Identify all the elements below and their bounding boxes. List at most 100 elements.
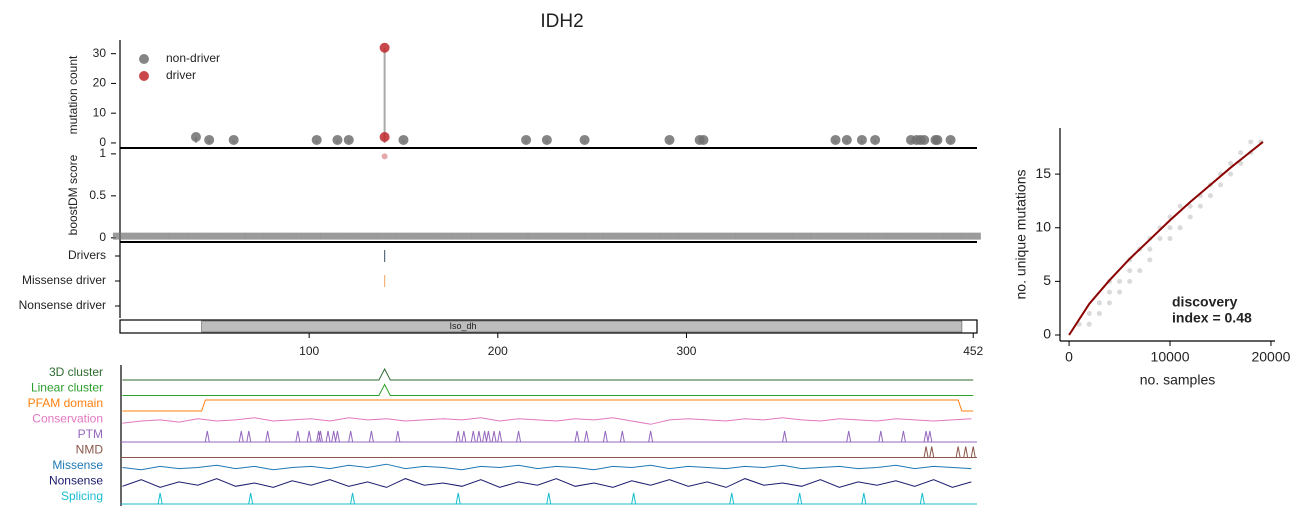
y-tick-label: 30 (93, 46, 107, 60)
peak (334, 430, 340, 443)
y-tick-label: 10 (1035, 218, 1051, 234)
track-label: PTM (78, 427, 103, 441)
sample-point (1248, 139, 1254, 145)
sample-point (1147, 246, 1153, 252)
score-point (697, 232, 717, 240)
score-point (659, 232, 679, 240)
sample-point (1167, 225, 1173, 231)
legend-label: driver (166, 68, 196, 82)
track-line (122, 463, 972, 471)
peak (846, 430, 852, 443)
track-line (122, 399, 974, 412)
score-point (792, 232, 812, 240)
peak (861, 492, 867, 505)
peak (306, 430, 312, 443)
peak (970, 446, 976, 458)
sample-point (1217, 182, 1223, 188)
point (698, 134, 709, 145)
track-label: NMD (76, 443, 104, 457)
peak (295, 430, 301, 443)
score-point (244, 232, 264, 240)
sample-point (1106, 289, 1112, 295)
peak (395, 430, 401, 443)
peak (797, 492, 803, 505)
score-point (942, 232, 962, 240)
sample-point (1117, 278, 1123, 284)
track-line (122, 478, 972, 488)
x-tick-label: 20000 (1251, 349, 1290, 365)
score-point (716, 232, 736, 240)
score-point (226, 232, 246, 240)
sample-point (1167, 235, 1173, 241)
peak (470, 430, 476, 443)
peak (929, 446, 935, 458)
peak (482, 430, 488, 443)
score-point (924, 232, 944, 240)
score-point (395, 232, 415, 240)
sample-point (1177, 225, 1183, 231)
peak (248, 492, 254, 505)
domain (201, 320, 963, 333)
score-point (433, 232, 453, 240)
peak (923, 430, 929, 443)
score-point (169, 232, 189, 240)
point (870, 134, 881, 145)
score-point (509, 232, 529, 240)
sample-point (1117, 289, 1123, 295)
sample-point (1127, 278, 1133, 284)
score-point (773, 232, 793, 240)
sample-point (1228, 171, 1234, 177)
peak (238, 430, 244, 443)
peak (157, 492, 163, 505)
score-point (603, 232, 623, 240)
sample-point (1127, 268, 1133, 274)
sample-point (1197, 203, 1203, 209)
peak (455, 492, 461, 505)
track-line (122, 417, 972, 425)
score-point (735, 232, 755, 240)
y-tick-label: 0.5 (89, 188, 106, 202)
peak (782, 430, 788, 443)
chart-title: IDH2 (540, 11, 583, 32)
peak (350, 492, 356, 505)
point (856, 134, 867, 145)
x-tick-label: 200 (488, 344, 508, 358)
point (841, 134, 852, 145)
point (311, 134, 322, 145)
peak (485, 430, 491, 443)
score-point (527, 232, 547, 240)
sample-point (1086, 311, 1092, 317)
score-point (207, 232, 227, 240)
peak (317, 430, 323, 443)
score-point (867, 232, 887, 240)
track-label: PFAM domain (28, 396, 103, 410)
sample-point (1137, 268, 1143, 274)
peak (476, 430, 482, 443)
score-point (112, 232, 132, 240)
score-point (490, 232, 510, 240)
track-label: Drivers (68, 248, 106, 262)
x-tick-label: 0 (1065, 349, 1073, 365)
score-point (188, 232, 208, 240)
point (228, 134, 239, 145)
score-point (829, 232, 849, 240)
peak (900, 430, 906, 443)
score-point (282, 232, 302, 240)
point (945, 134, 956, 145)
point (204, 134, 215, 145)
score-point (961, 232, 981, 240)
peak (648, 430, 654, 443)
sample-point (1187, 203, 1193, 209)
score-point (678, 232, 698, 240)
score-point (546, 232, 566, 240)
track-label: Nonsense (49, 474, 103, 488)
peak (204, 430, 210, 443)
y-axis-label: no. unique mutations (1013, 170, 1029, 300)
track-line (122, 383, 974, 396)
x-tick-label: 300 (676, 344, 696, 358)
track-label: Nonsense driver (19, 298, 106, 312)
y-tick-label: 0 (99, 135, 106, 149)
legend-label: non-driver (166, 51, 220, 65)
sample-point (1238, 160, 1244, 166)
